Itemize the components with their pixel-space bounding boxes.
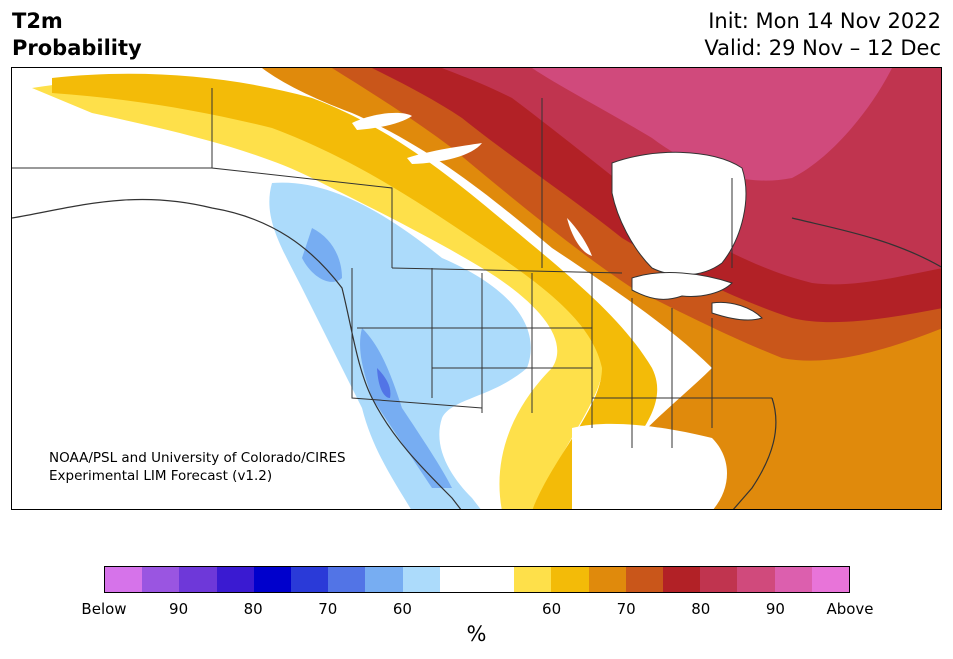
colorbar-tick-label: Above <box>826 600 874 618</box>
credit-line-2: Experimental LIM Forecast (v1.2) <box>49 468 273 484</box>
colorbar-swatch <box>105 567 143 592</box>
lake-white-2 <box>407 143 482 164</box>
title-right: Init: Mon 14 Nov 2022 Valid: 29 Nov – 12… <box>704 8 941 62</box>
colorbar-tick-label: Below <box>81 600 127 618</box>
band-above-60 <box>32 80 604 509</box>
band-below-80 <box>377 368 391 398</box>
band-below-70 <box>302 228 452 488</box>
colorbar-tick-label: 80 <box>243 600 263 618</box>
map-canvas <box>12 68 941 509</box>
political-borders <box>12 88 772 448</box>
colorbar-swatch <box>551 567 589 592</box>
colorbar-tick-label: 70 <box>616 600 636 618</box>
colorbar-swatch <box>514 567 552 592</box>
colorbar-swatch <box>291 567 329 592</box>
credit-line-1: NOAA/PSL and University of Colorado/CIRE… <box>49 450 346 466</box>
colorbar-swatch <box>179 567 217 592</box>
valid-period: Valid: 29 Nov – 12 Dec <box>704 36 941 60</box>
colorbar-unit: % <box>466 622 487 646</box>
band-above-90 <box>532 68 892 181</box>
colorbar-swatch <box>439 567 478 592</box>
colorbar-ticks: Below 90 80 70 60 60 70 80 90 Above <box>81 600 873 620</box>
colorbar-swatch <box>402 567 440 592</box>
hudson-bay <box>611 151 747 276</box>
colorbar-swatch <box>588 567 626 592</box>
colorbar-swatch <box>328 567 366 592</box>
colorbar-swatch <box>477 567 515 592</box>
credit-text: NOAA/PSL and University of Colorado/CIRE… <box>49 449 346 485</box>
colorbar-swatch <box>811 567 850 592</box>
colorbar-swatch <box>216 567 254 592</box>
gulf-of-mexico <box>572 423 727 509</box>
colorbar-swatch <box>625 567 664 592</box>
colorbar-swatch <box>737 567 775 592</box>
lake-white-1 <box>352 112 412 130</box>
colorbar-swatch <box>253 567 292 592</box>
title-variable: T2m <box>12 9 63 33</box>
colorbar-swatch <box>142 567 180 592</box>
colorbar-tick-label: 60 <box>392 600 412 618</box>
colorbar-swatch <box>663 567 701 592</box>
colorbar-swatch <box>774 567 812 592</box>
forecast-map <box>11 67 942 510</box>
title-left: T2m Probability <box>12 8 142 62</box>
lake-white-3 <box>567 218 592 256</box>
colorbar-tick-label: 70 <box>318 600 338 618</box>
title-type: Probability <box>12 36 142 60</box>
great-lakes <box>631 272 763 321</box>
colorbar-swatch <box>365 567 403 592</box>
colorbar-tick-label: 80 <box>691 600 711 618</box>
colorbar-tick-label: 60 <box>542 600 562 618</box>
colorbar-tick-label: 90 <box>169 600 189 618</box>
colorbar <box>104 566 850 593</box>
colorbar-tick-label: 90 <box>765 600 785 618</box>
init-date: Init: Mon 14 Nov 2022 <box>708 9 941 33</box>
colorbar-swatch <box>700 567 738 592</box>
coastline <box>12 198 941 509</box>
